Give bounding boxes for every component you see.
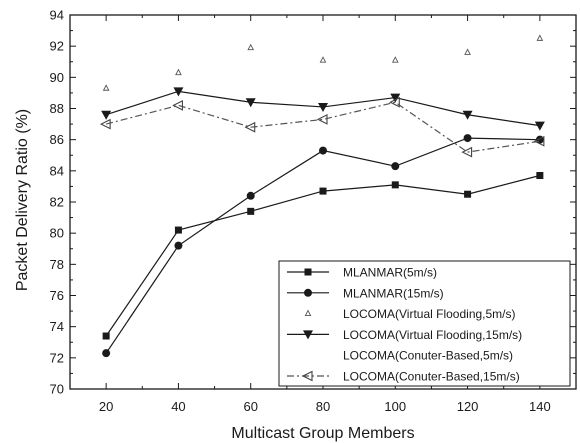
axis-ticks: 70 72 74 76 78 80 82 84 86 88 90 92 94 20 40 60 80 100 120… (50, 8, 577, 414)
legend-label: LOCOMA(Virtual Flooding,5m/s) (343, 307, 516, 321)
series-3-point (102, 84, 110, 91)
series-2-point (319, 146, 327, 155)
series-6-point (316, 114, 328, 125)
y-axis-title: Packet Delivery Ratio (%) (14, 109, 31, 291)
series-6-point (461, 146, 473, 158)
plot-area-frame (69, 14, 577, 390)
series-4-point (462, 110, 473, 120)
legend-marker (303, 330, 313, 340)
series-3-point (175, 68, 182, 76)
series-1 (102, 172, 544, 340)
legend-label: LOCOMA(Conuter-Based,15m/s) (343, 370, 520, 384)
legend-entries: MLANMAR(5m/s) MLANMAR(15m/s) LOCOMA(Virtua… (287, 266, 522, 384)
series-3-point (319, 56, 327, 63)
series-4 (101, 87, 545, 131)
series-3-point (247, 43, 255, 51)
series-4-point (534, 121, 545, 131)
y-tick-label: 86 (50, 132, 64, 147)
legend-marker (304, 288, 312, 297)
series-1-point (102, 332, 110, 340)
series-4-point (390, 93, 401, 103)
legend-label: LOCOMA(Virtual Flooding,15m/s) (343, 328, 522, 342)
series-1-point (464, 190, 472, 198)
series-6 (99, 96, 545, 158)
legend-box (278, 260, 571, 387)
series-6-point (389, 96, 400, 108)
y-tick-label: 80 (50, 226, 64, 241)
series-1-point (391, 181, 399, 189)
series-3 (102, 34, 544, 91)
series-4-point (245, 98, 256, 108)
x-tick-label: 60 (243, 399, 257, 414)
x-tick-label: 80 (316, 399, 330, 414)
legend-marker (301, 370, 313, 382)
legend-label: MLANMAR(15m/s) (343, 286, 444, 300)
series-6-point (533, 135, 545, 147)
series-4-point (101, 110, 112, 120)
y-tick-label: 74 (50, 319, 64, 334)
series-2-point (102, 349, 111, 358)
x-tick-label: 40 (171, 399, 185, 414)
legend: MLANMAR(5m/s) MLANMAR(15m/s) LOCOMA(Virtua… (278, 260, 571, 387)
y-tick-label: 72 (50, 350, 64, 365)
series-4-point (173, 87, 184, 97)
series-3-point (464, 48, 471, 55)
series-3-point (391, 56, 399, 63)
y-tick-label: 92 (50, 39, 64, 54)
series-6-point (99, 118, 111, 130)
x-tick-label: 100 (384, 399, 406, 414)
x-axis-title: Multicast Group Members (231, 425, 414, 442)
x-tick-label: 120 (457, 399, 479, 414)
series-4-point (318, 102, 328, 112)
y-tick-label: 78 (50, 257, 64, 272)
series-6-point (244, 121, 256, 133)
x-tick-label: 140 (529, 399, 551, 414)
series-1-point (536, 172, 544, 180)
x-tick-label: 20 (99, 399, 113, 414)
y-tick-label: 70 (50, 382, 64, 397)
series-2-point (391, 162, 400, 171)
series-2-point (463, 134, 472, 143)
series-1-point (174, 226, 182, 234)
series-2-point (174, 241, 183, 250)
legend-marker (304, 268, 312, 276)
y-tick-label: 76 (50, 288, 64, 303)
legend-label: LOCOMA(Conuter-Based,5m/s) (343, 349, 513, 363)
series-2-point (246, 191, 255, 200)
y-tick-label: 84 (50, 163, 64, 178)
y-tick-label: 82 (50, 195, 64, 210)
legend-marker (304, 309, 312, 317)
y-tick-label: 90 (50, 70, 64, 85)
plot-series (99, 34, 545, 358)
series-1-point (247, 207, 255, 215)
y-tick-label: 88 (50, 101, 64, 116)
legend-label: MLANMAR(5m/s) (343, 266, 437, 280)
series-3-point (536, 34, 544, 41)
y-tick-label: 94 (50, 8, 64, 23)
series-1-point (319, 187, 327, 195)
series-6-point (172, 99, 183, 111)
